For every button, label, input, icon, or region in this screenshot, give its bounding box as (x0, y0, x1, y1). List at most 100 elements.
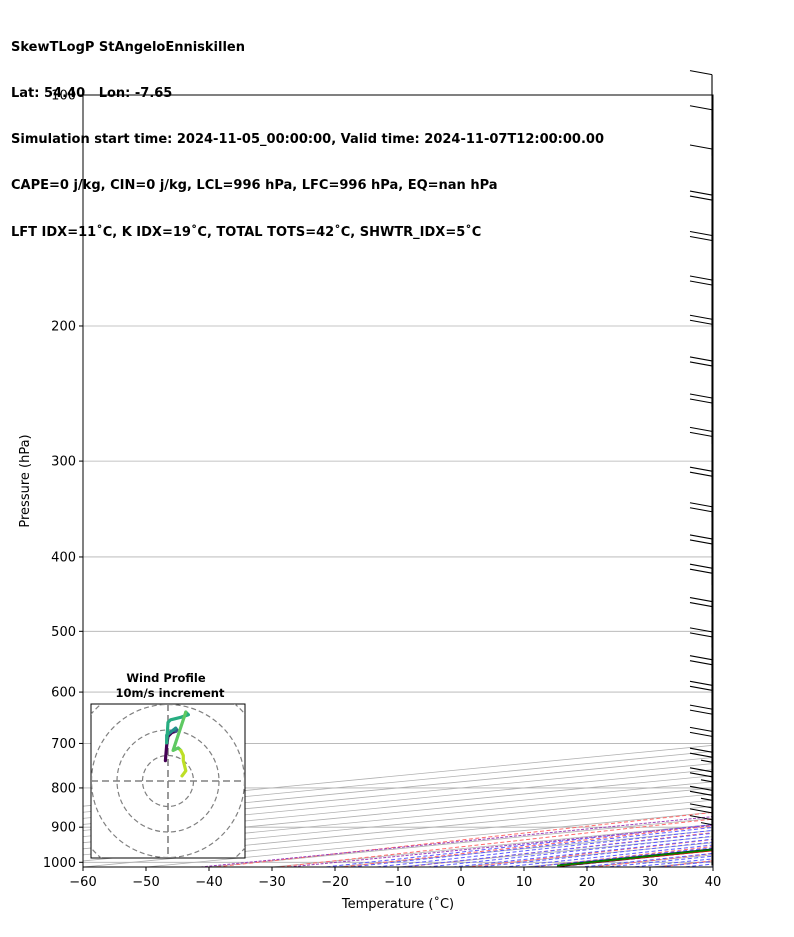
hodograph-title: Wind Profile (126, 671, 206, 685)
barb-flag (689, 314, 713, 320)
indices-line: LFT IDX=11˚C, K IDX=19˚C, TOTAL TOTS=42˚… (11, 224, 482, 240)
params-line: CAPE=0 j/kg, CIN=0 j/kg, LCL=996 hPa, LF… (11, 178, 498, 194)
moist-adiabat-line (397, 832, 713, 867)
x-tick-label: −20 (321, 875, 348, 890)
parcel-profile-line (559, 848, 713, 867)
y-tick-label: 300 (51, 455, 76, 470)
barb-flag (689, 597, 713, 603)
barb-flag (689, 235, 713, 242)
profiles (557, 848, 713, 867)
y-tick-label: 500 (51, 625, 76, 640)
barb-flag (689, 275, 713, 281)
wind-barb (689, 275, 713, 326)
x-tick-label: −60 (69, 875, 96, 890)
wind-barb (689, 563, 713, 615)
x-tick-label: −50 (132, 875, 159, 890)
barb-flag (689, 655, 713, 661)
wind-barb (689, 597, 713, 648)
barb-flag (689, 466, 713, 472)
time-line: Simulation start time: 2024-11-05_00:00:… (11, 132, 604, 148)
moist-adiabat-line (525, 847, 713, 867)
isotherm-line (753, 95, 794, 875)
x-tick-label: 20 (579, 875, 596, 890)
dry-adiabat-line (400, 832, 713, 867)
x-axis-label: Temperature (˚C) (341, 896, 454, 912)
moist-adiabat-line (704, 866, 713, 867)
moist-adiabat-line (346, 826, 713, 867)
wind-barb (689, 144, 713, 196)
title-block: SkewTLogP StAngeloEnniskillen Lat: 54.40… (11, 9, 604, 256)
axes: −60 −50 −40 −30 −20 −10 0 10 20 30 40 100 200 300 400 5… (43, 89, 721, 891)
wind-barb (689, 314, 713, 366)
barb-flag (689, 747, 713, 753)
barb-half-flag (700, 797, 713, 801)
dry-adiabat-line (653, 860, 713, 867)
barb-flag (689, 319, 713, 325)
y-tick-label: 1000 (43, 856, 76, 871)
y-tick-label: 900 (51, 821, 76, 836)
barb-flag (689, 680, 713, 686)
wind-barb (689, 655, 713, 706)
dry-adiabat-line (527, 845, 713, 867)
moist-adiabat-line (652, 95, 794, 875)
moist-adiabat-line (474, 841, 713, 867)
x-tick-label: 40 (705, 875, 722, 890)
moist-adiabat-line (602, 855, 713, 867)
barb-flag (689, 70, 713, 76)
x-tick-label: 10 (516, 875, 533, 890)
barb-flag (689, 808, 713, 814)
barb-half-flag (700, 759, 713, 763)
wind-barb (689, 502, 713, 553)
wind-barb (689, 190, 713, 242)
dry-adiabat-line (713, 95, 794, 875)
wind-barb (689, 466, 713, 518)
barb-flag (689, 280, 713, 286)
barb-flag (689, 704, 713, 710)
barb-flag (689, 627, 713, 633)
barb-flag (689, 803, 713, 809)
hodograph-plot (91, 704, 245, 858)
barb-flag (689, 752, 713, 758)
dry-adiabat-line (337, 825, 713, 867)
y-tick-label: 800 (51, 781, 76, 796)
barb-flag (689, 731, 713, 737)
moist-adiabat-line (371, 829, 713, 867)
barb-flag (689, 534, 713, 540)
barb-flag (689, 767, 713, 773)
isotherm-line (709, 866, 713, 867)
moist-adiabat-line (628, 858, 713, 867)
barb-flag (689, 105, 713, 111)
dry-adiabat-line (649, 95, 794, 875)
hodograph-segment (171, 710, 188, 753)
barb-half-flag (700, 822, 713, 826)
dry-adiabat-line (463, 838, 713, 867)
barb-flag (689, 507, 713, 513)
isotherm-line (520, 848, 713, 867)
barb-flag (689, 772, 713, 778)
barb-flag (689, 502, 713, 508)
y-tick-label: 600 (51, 686, 76, 701)
barb-flag (689, 195, 713, 201)
x-tick-label: −30 (258, 875, 285, 890)
moist-adiabat-line (679, 863, 713, 867)
x-tick-label: −10 (384, 875, 411, 890)
cape-area (559, 849, 713, 866)
wind-barb (689, 534, 713, 585)
barb-flag (689, 790, 713, 796)
wind-barbs (689, 70, 713, 866)
x-tick-label: −40 (195, 875, 222, 890)
y-tick-label: 400 (51, 550, 76, 565)
temperature-profile-line (559, 849, 713, 867)
hodograph-ring (91, 704, 245, 858)
barb-flag (689, 660, 713, 666)
barb-flag (689, 726, 713, 732)
barb-flag (689, 785, 713, 791)
isotherm-line (394, 836, 713, 867)
x-tick-label: 0 (457, 875, 465, 890)
dewpoint-profile-line (557, 848, 713, 867)
wind-barb (689, 704, 713, 756)
barb-flag (689, 471, 713, 477)
dry-adiabat-line (274, 818, 713, 867)
wind-barb (689, 70, 713, 121)
barb-flag (689, 230, 713, 237)
